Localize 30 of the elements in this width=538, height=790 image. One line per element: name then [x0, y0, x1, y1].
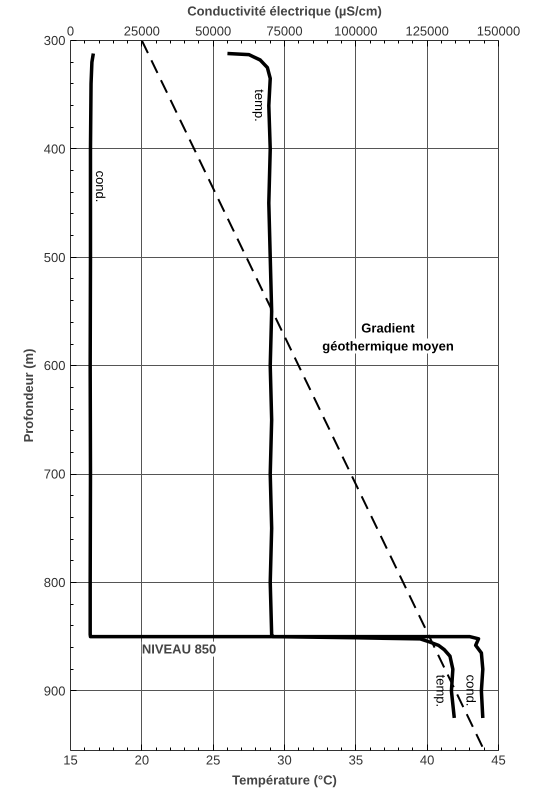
x2-axis-title: Conductivité électrique (µS/cm)	[187, 4, 382, 18]
x2-tick-label: 25000	[124, 24, 160, 38]
x2-tick-label: 75000	[266, 24, 303, 38]
x2-tick-label: 125000	[405, 24, 449, 38]
x2-tick-label: 0	[66, 24, 74, 38]
text: cond.	[92, 170, 108, 202]
y-tick-label: 400	[44, 141, 66, 156]
text: temp.	[252, 89, 267, 122]
y-axis-title: Profondeur (m)	[20, 348, 36, 442]
y-tick-label: 700	[44, 466, 66, 482]
text: temp.	[433, 674, 448, 708]
x-tick-label: 45	[491, 752, 506, 768]
y-tick-label: 800	[44, 574, 66, 590]
y-tick-label: 600	[44, 358, 66, 374]
x-tick-label: 40	[420, 752, 434, 768]
x-tick-label: 35	[348, 752, 364, 768]
x-axis-title: Température (°C)	[232, 772, 337, 788]
x-tick-label: 30	[277, 752, 292, 768]
y-tick-label: 300	[44, 33, 66, 48]
y-tick-label: 500	[44, 250, 66, 265]
x2-tick-label: 150000	[476, 24, 520, 38]
x2-tick-label: 100000	[334, 24, 378, 38]
text: cond.	[463, 674, 478, 706]
x-tick-label: 25	[206, 752, 220, 768]
x-tick-label: 15	[63, 752, 78, 768]
x-tick-label: 20	[134, 752, 150, 768]
y-tick-label: 900	[44, 683, 66, 698]
annotation: NIVEAU 850	[142, 642, 216, 657]
x2-tick-label: 50000	[195, 24, 232, 38]
text: Gradient géothermique moyen	[322, 320, 454, 354]
